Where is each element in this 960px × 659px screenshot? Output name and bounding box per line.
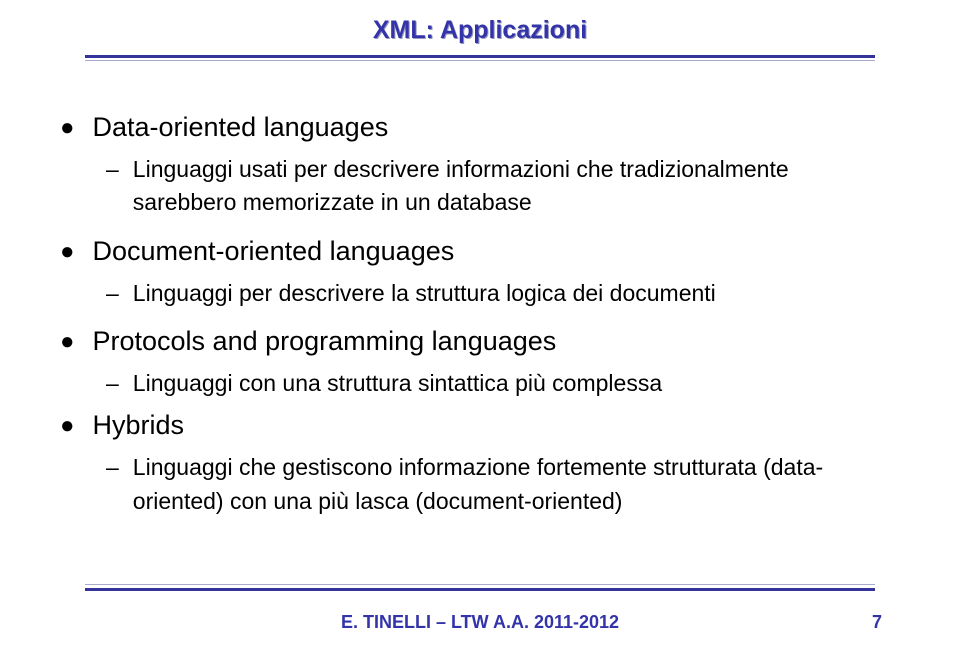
bullet-heading: ● Hybrids bbox=[60, 410, 890, 441]
footer-text: E. TINELLI – LTW A.A. 2011-2012 bbox=[0, 612, 960, 633]
heading-text: Data-oriented languages bbox=[93, 112, 389, 143]
bullet-dot-icon: ● bbox=[60, 116, 75, 140]
bullet-dot-icon: ● bbox=[60, 414, 75, 438]
dash-icon: – bbox=[106, 367, 119, 400]
slide: XML: Applicazioni ● Data-oriented langua… bbox=[0, 0, 960, 659]
content-area: ● Data-oriented languages – Linguaggi us… bbox=[60, 112, 890, 528]
bullet-dot-icon: ● bbox=[60, 240, 75, 264]
sub-text: Linguaggi usati per descrivere informazi… bbox=[133, 153, 890, 220]
sub-text: Linguaggi che gestiscono informazione fo… bbox=[133, 451, 890, 518]
footer-line bbox=[0, 588, 960, 591]
dash-icon: – bbox=[106, 277, 119, 310]
title-underline bbox=[0, 55, 960, 58]
dash-icon: – bbox=[106, 451, 119, 484]
heading-text: Protocols and programming languages bbox=[93, 326, 557, 357]
bullet-sub: – Linguaggi che gestiscono informazione … bbox=[106, 451, 890, 518]
bullet-dot-icon: ● bbox=[60, 330, 75, 354]
dash-icon: – bbox=[106, 153, 119, 186]
bullet-sub: – Linguaggi con una struttura sintattica… bbox=[106, 367, 890, 400]
heading-text: Document-oriented languages bbox=[93, 236, 455, 267]
page-number: 7 bbox=[872, 612, 882, 633]
sub-text: Linguaggi per descrivere la struttura lo… bbox=[133, 277, 890, 310]
bullet-heading: ● Document-oriented languages bbox=[60, 236, 890, 267]
bullet-heading: ● Data-oriented languages bbox=[60, 112, 890, 143]
slide-title: XML: Applicazioni bbox=[0, 0, 960, 45]
bullet-sub: – Linguaggi usati per descrivere informa… bbox=[106, 153, 890, 220]
sub-text: Linguaggi con una struttura sintattica p… bbox=[133, 367, 890, 400]
heading-text: Hybrids bbox=[93, 410, 185, 441]
bullet-heading: ● Protocols and programming languages bbox=[60, 326, 890, 357]
bullet-sub: – Linguaggi per descrivere la struttura … bbox=[106, 277, 890, 310]
